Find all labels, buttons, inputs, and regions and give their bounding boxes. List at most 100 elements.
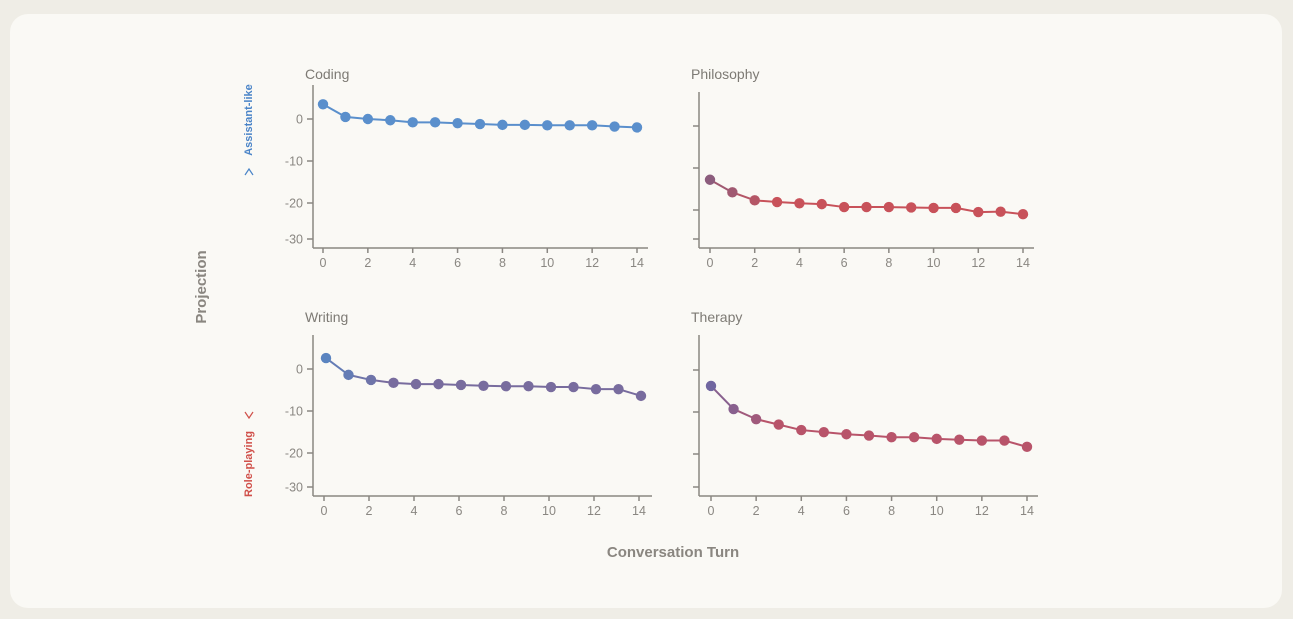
data-point (931, 433, 942, 445)
data-point (474, 118, 486, 130)
data-point (750, 413, 762, 425)
data-point (749, 195, 760, 206)
data-point (407, 117, 418, 128)
data-point (609, 121, 620, 132)
panel-coding: Coding 0 -10 -20 -30 0 2 4 6 8 10 12 14 (285, 66, 648, 270)
x-tick-label: 4 (796, 256, 803, 270)
data-point (362, 113, 374, 125)
data-point (954, 434, 965, 445)
assistant-like-label: Assistant-like (243, 84, 255, 156)
data-point (816, 198, 827, 210)
data-point (635, 390, 647, 402)
data-point (838, 201, 850, 213)
x-tick-label: 8 (501, 504, 508, 518)
arrow-up-icon (244, 167, 254, 176)
data-point (908, 432, 920, 443)
x-tick-label: 6 (841, 256, 848, 270)
data-point (906, 202, 917, 213)
data-point (1021, 441, 1033, 453)
data-point (613, 383, 624, 395)
data-point (365, 374, 377, 386)
x-tick-label: 8 (885, 256, 892, 270)
panel-philosophy: Philosophy 0 2 4 6 8 10 12 14 (691, 66, 1034, 270)
y-tick-label: 0 (296, 363, 303, 377)
data-point (564, 120, 575, 131)
data-point (771, 196, 783, 208)
data-point (818, 426, 830, 438)
x-tick-label: 12 (585, 256, 599, 270)
data-point (340, 111, 351, 123)
data-point (631, 122, 643, 133)
panel-title: Therapy (691, 309, 742, 325)
data-point (728, 403, 739, 415)
data-point (388, 377, 399, 389)
data-point (973, 206, 984, 218)
x-tick-label: 12 (971, 256, 985, 270)
data-point (886, 432, 897, 443)
x-tick-label: 0 (320, 256, 327, 270)
y-tick-label: -10 (285, 155, 303, 169)
y-tick-label: 0 (296, 113, 303, 127)
x-tick-label: 6 (456, 504, 463, 518)
data-point (841, 429, 852, 440)
panel-title: Philosophy (691, 66, 760, 82)
data-point (500, 381, 512, 392)
data-point (773, 419, 784, 430)
data-point (478, 380, 489, 391)
data-point (497, 119, 508, 131)
panel-writing: Writing 0 -10 -20 -30 0 2 4 6 8 10 12 14 (285, 309, 652, 518)
panel-title: Coding (305, 66, 349, 82)
data-point (545, 381, 557, 393)
data-point (794, 198, 805, 209)
x-tick-label: 0 (707, 256, 714, 270)
data-point (317, 99, 329, 110)
x-tick-label: 2 (753, 504, 760, 518)
x-tick-label: 2 (366, 504, 373, 518)
y-axis-label: Projection (193, 250, 210, 323)
data-point (523, 381, 534, 392)
y-tick-label: -30 (285, 233, 303, 247)
data-point (705, 380, 717, 392)
data-point (861, 201, 872, 213)
data-point (429, 117, 441, 128)
role-playing-label: Role-playing (243, 431, 255, 497)
series-segment (710, 385, 735, 410)
data-point (727, 187, 738, 198)
data-point (950, 202, 962, 214)
x-tick-label: 2 (364, 256, 371, 270)
data-point (568, 381, 579, 393)
panel-title: Writing (305, 309, 348, 325)
data-point (410, 378, 422, 390)
x-tick-label: 10 (930, 504, 944, 518)
panel-therapy: Therapy 0 2 4 6 8 10 12 14 (691, 309, 1038, 518)
data-point (452, 118, 463, 129)
data-point (976, 435, 988, 446)
x-tick-label: 14 (632, 504, 646, 518)
x-tick-label: 8 (888, 504, 895, 518)
data-point (385, 115, 396, 126)
x-tick-label: 14 (1020, 504, 1034, 518)
y-tick-label: -20 (285, 447, 303, 461)
x-tick-label: 6 (454, 256, 461, 270)
data-point (1017, 209, 1029, 220)
data-point (320, 352, 332, 364)
data-point (519, 119, 531, 131)
x-tick-label: 10 (542, 504, 556, 518)
data-point (433, 378, 444, 390)
data-point (863, 430, 875, 441)
x-tick-label: 4 (798, 504, 805, 518)
data-point (704, 174, 716, 185)
x-tick-label: 14 (1016, 256, 1030, 270)
x-tick-label: 6 (843, 504, 850, 518)
x-axis-label: Conversation Turn (607, 544, 739, 561)
x-tick-label: 14 (630, 256, 644, 270)
y-tick-label: -20 (285, 197, 303, 211)
figure-card (10, 14, 1282, 608)
x-tick-label: 0 (708, 504, 715, 518)
y-tick-label: -10 (285, 405, 303, 419)
x-tick-label: 8 (499, 256, 506, 270)
data-point (586, 120, 598, 131)
arrow-down-icon (244, 411, 254, 420)
data-point (590, 383, 602, 395)
